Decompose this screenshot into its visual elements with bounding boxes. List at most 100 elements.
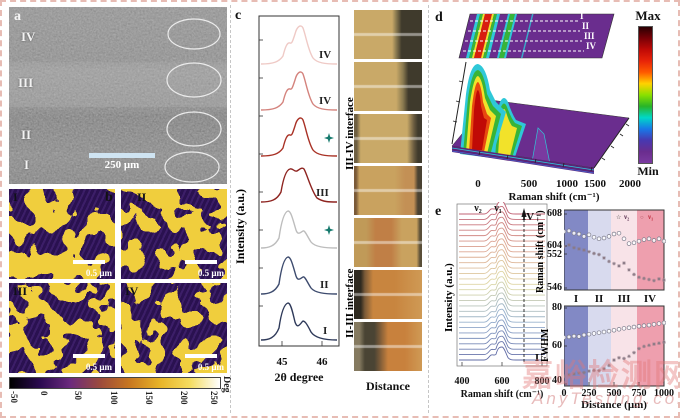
peak-ytick: 608 — [547, 208, 562, 219]
raman-3d-map: I II III IV — [451, 11, 630, 174]
region-bands — [564, 210, 664, 290]
svg-text:ν₁: ν₁ — [647, 213, 653, 221]
panel-b-afm-images: I 0.5 μm II 0.5 μm III 0.5 μm IV 0.5 μm … — [9, 189, 232, 415]
afm-scale-bar — [185, 260, 217, 264]
fwhm-ytick: 80 — [552, 302, 562, 313]
phase-colorbar — [9, 377, 221, 389]
region-label-III: III — [18, 75, 34, 90]
waterfall-xtick: 600 — [494, 376, 510, 387]
sample-photo-3 — [354, 114, 422, 163]
svg-text:II: II — [582, 21, 590, 31]
distance-xtick: 250 — [581, 388, 597, 399]
afm-label-II: II — [137, 190, 147, 204]
scale-bar — [89, 153, 155, 158]
band-label-IV: IV — [643, 293, 657, 305]
star-legend-icon: ☆ — [616, 214, 621, 221]
x-axis-ticks — [478, 150, 593, 172]
svg-text:II: II — [320, 279, 329, 291]
panel-e-label: e — [435, 204, 442, 219]
band-label-III: III — [617, 293, 631, 305]
waterfall-curves — [459, 202, 545, 361]
afm-quadrant-IV: IV 0.5 μm — [121, 283, 227, 373]
afm-scale-bar — [185, 354, 217, 358]
afm-scale-bar — [73, 260, 105, 264]
peak-scatter-y-label: Raman shift (cm⁻¹) — [535, 210, 546, 293]
scale-bar-label: 250 μm — [104, 159, 140, 171]
surface-front-face — [452, 146, 594, 174]
afm-label-IV: IV — [125, 284, 139, 298]
panel-b-label: b — [105, 190, 113, 205]
nu1-peak-label: ν₁ — [494, 203, 502, 214]
sample-photo-4 — [354, 166, 422, 215]
sample-photo-1 — [354, 10, 422, 59]
raman-waterfall-plot — [456, 202, 548, 367]
scatter-points — [564, 320, 666, 379]
afm-quadrant-III: III 0.5 μm — [9, 283, 115, 373]
distance-xtick: 500 — [606, 388, 622, 399]
raman-map-x-label: Raman shift (cm⁻¹) — [508, 191, 600, 203]
peak-ytick: 546 — [547, 282, 562, 293]
distance-xtick: 0 — [561, 388, 567, 399]
region-label-IV: IV — [21, 29, 36, 44]
svg-text:IV: IV — [319, 95, 331, 107]
region-label-I: I — [24, 157, 30, 172]
afm-scale-label: 0.5 μm — [197, 268, 224, 278]
waterfall-top-label: IV — [521, 211, 535, 223]
xrd-curve-labels: IV IV III II I — [316, 49, 331, 337]
sample-photo-5 — [354, 218, 422, 267]
panel-separator — [230, 5, 231, 413]
colorbar-tick: -50 — [9, 391, 19, 403]
sem-ellipse-IV — [167, 18, 221, 50]
fwhm-ytick: 40 — [552, 375, 562, 386]
colorbar-tick: 100 — [109, 391, 119, 405]
xrd-y-ticks — [259, 39, 323, 346]
nu2-peak-label: ν₂ — [474, 203, 482, 214]
panel-c-label: c — [235, 8, 242, 23]
colorbar-max-label: Max — [635, 8, 661, 23]
watermark-url: AnyTesting.com — [532, 389, 680, 408]
distance-xtick: 1000 — [654, 388, 674, 399]
band-label-II: II — [594, 293, 604, 305]
scatter-points — [564, 228, 666, 283]
sem-ellipse-III — [166, 62, 222, 98]
colorbar-tick: 150 — [144, 391, 154, 405]
afm-scale-label: 0.5 μm — [85, 362, 112, 372]
waterfall-xtick: 400 — [454, 376, 470, 387]
distance-xtick: 750 — [631, 388, 647, 399]
svg-text:IV: IV — [319, 49, 331, 61]
svg-text:ν₂: ν₂ — [623, 213, 629, 221]
xrd-xtick-45: 45 — [276, 356, 288, 368]
waterfall-x-label: Raman shift (cm⁻¹) — [460, 389, 544, 400]
peak-ytick: 604 — [547, 240, 562, 251]
xrd-xtick-46: 46 — [316, 356, 328, 368]
sem-ellipse-II — [166, 111, 222, 147]
afm-scale-label: 0.5 μm — [85, 268, 112, 278]
svg-text:III: III — [584, 31, 595, 41]
afm-quadrant-I: I 0.5 μm — [9, 189, 115, 279]
waterfall-bottom-label: I — [534, 352, 540, 364]
waterfall-xtick: 800 — [534, 376, 550, 387]
interface-star-icon — [324, 133, 334, 143]
svg-text:I: I — [580, 11, 584, 21]
fwhm-ytick: 60 — [552, 340, 562, 351]
arrow-head-icon — [521, 208, 527, 217]
colorbar-tick: 50 — [73, 391, 83, 400]
colorbar-tick: 0 — [39, 391, 49, 396]
band-label-I: I — [573, 293, 579, 305]
raman-xtick: 1500 — [584, 178, 606, 190]
afm-quadrant-II: II 0.5 μm — [121, 189, 227, 279]
fwhm-x-label: Distance (μm) — [581, 399, 647, 411]
slice-scan-lines — [463, 20, 584, 52]
afm-label-III: III — [13, 284, 28, 298]
panel-a-label: a — [14, 9, 21, 24]
panel-d-label: d — [435, 10, 443, 25]
svg-text:IV: IV — [586, 41, 597, 51]
xrd-x-axis-label: 2θ degree — [274, 370, 324, 384]
intensity-colorbar — [638, 26, 653, 164]
raman-xtick: 0 — [475, 178, 481, 190]
raman-map-slice — [458, 13, 615, 59]
sample-photo-2 — [354, 62, 422, 111]
colorbar-unit: Deg — [221, 376, 232, 393]
sample-photo-6 — [354, 270, 422, 319]
